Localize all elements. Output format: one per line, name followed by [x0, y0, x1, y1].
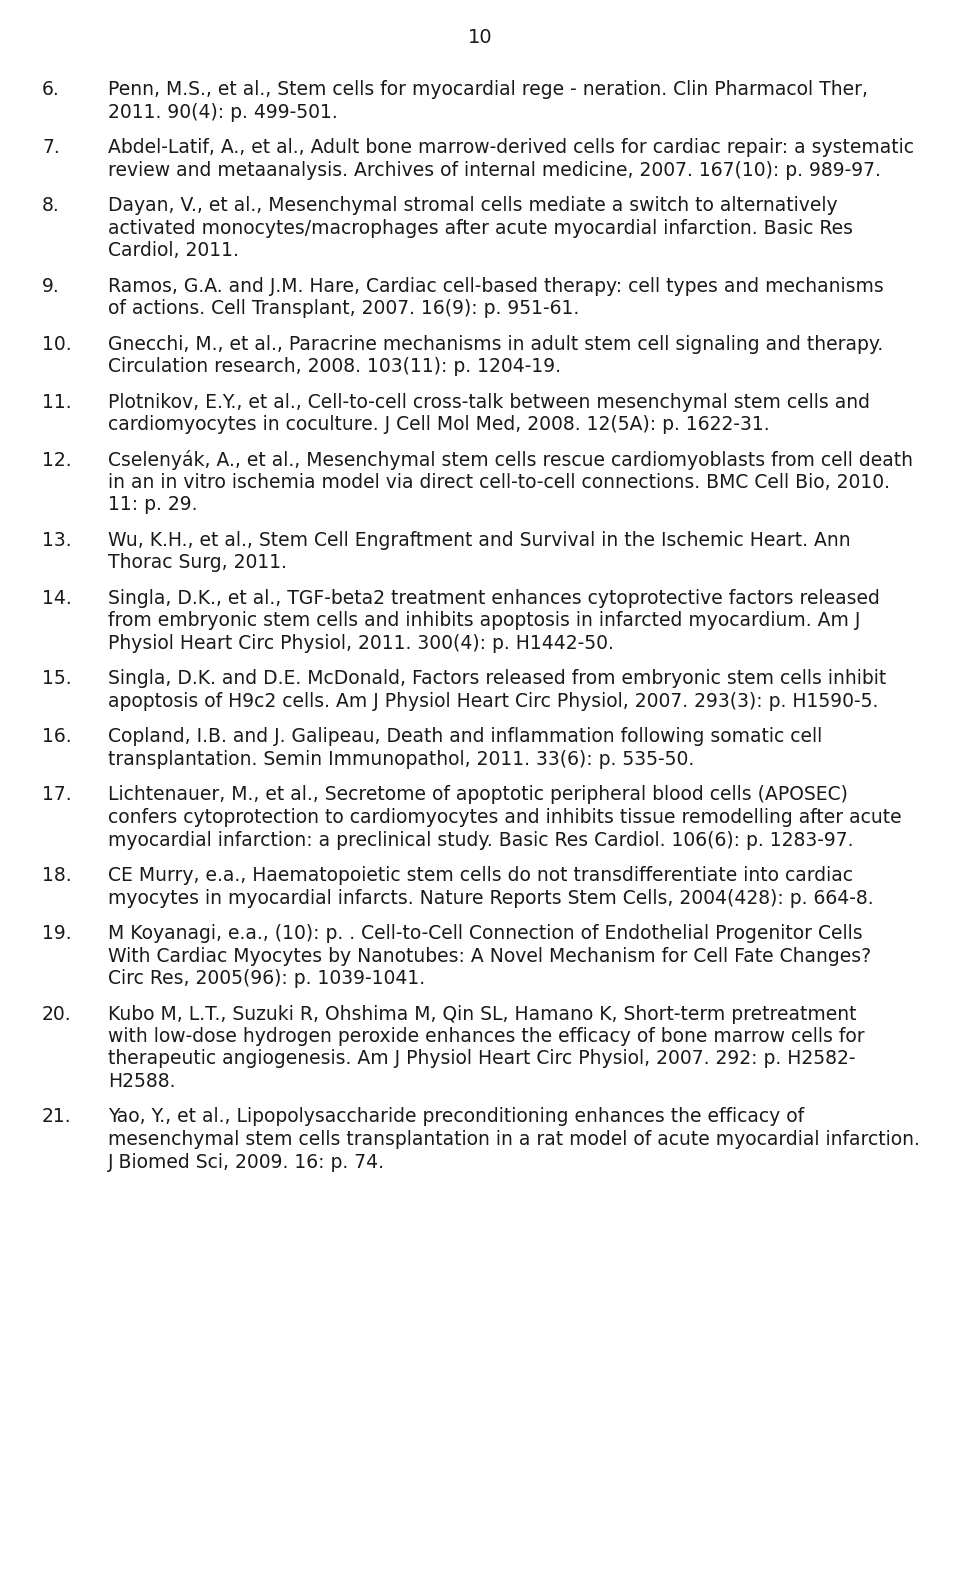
Text: Kubo M, L.T., Suzuki R, Ohshima M, Qin SL, Hamano K, Short-term pretreatment: Kubo M, L.T., Suzuki R, Ohshima M, Qin S…	[108, 1005, 856, 1024]
Text: 8.: 8.	[42, 196, 60, 215]
Text: Cselenyák, A., et al., Mesenchymal stem cells rescue cardiomyoblasts from cell d: Cselenyák, A., et al., Mesenchymal stem …	[108, 450, 913, 471]
Text: with low-dose hydrogen peroxide enhances the efficacy of bone marrow cells for: with low-dose hydrogen peroxide enhances…	[108, 1027, 865, 1046]
Text: J Biomed Sci, 2009. 16: p. 74.: J Biomed Sci, 2009. 16: p. 74.	[108, 1153, 385, 1172]
Text: 2011. 90(4): p. 499-501.: 2011. 90(4): p. 499-501.	[108, 102, 338, 121]
Text: CE Murry, e.a., Haematopoietic stem cells do not transdifferentiate into cardiac: CE Murry, e.a., Haematopoietic stem cell…	[108, 867, 853, 886]
Text: review and metaanalysis. Archives of internal medicine, 2007. 167(10): p. 989-97: review and metaanalysis. Archives of int…	[108, 161, 881, 180]
Text: 11.: 11.	[42, 393, 72, 412]
Text: 12.: 12.	[42, 450, 72, 469]
Text: 15.: 15.	[42, 669, 72, 688]
Text: Penn, M.S., et al., Stem cells for myocardial rege - neration. Clin Pharmacol Th: Penn, M.S., et al., Stem cells for myoca…	[108, 80, 868, 99]
Text: 9.: 9.	[42, 277, 60, 296]
Text: Thorac Surg, 2011.: Thorac Surg, 2011.	[108, 553, 287, 572]
Text: in an in vitro ischemia model via direct cell-to-cell connections. BMC Cell Bio,: in an in vitro ischemia model via direct…	[108, 472, 890, 491]
Text: confers cytoprotection to cardiomyocytes and inhibits tissue remodelling after a: confers cytoprotection to cardiomyocytes…	[108, 808, 901, 827]
Text: 20.: 20.	[42, 1005, 72, 1024]
Text: 11: p. 29.: 11: p. 29.	[108, 496, 198, 515]
Text: Yao, Y., et al., Lipopolysaccharide preconditioning enhances the efficacy of: Yao, Y., et al., Lipopolysaccharide prec…	[108, 1108, 804, 1126]
Text: Ramos, G.A. and J.M. Hare, Cardiac cell-based therapy: cell types and mechanisms: Ramos, G.A. and J.M. Hare, Cardiac cell-…	[108, 277, 884, 296]
Text: Physiol Heart Circ Physiol, 2011. 300(4): p. H1442-50.: Physiol Heart Circ Physiol, 2011. 300(4)…	[108, 634, 613, 653]
Text: Singla, D.K., et al., TGF-beta2 treatment enhances cytoprotective factors releas: Singla, D.K., et al., TGF-beta2 treatmen…	[108, 588, 880, 607]
Text: myocytes in myocardial infarcts. Nature Reports Stem Cells, 2004(428): p. 664-8.: myocytes in myocardial infarcts. Nature …	[108, 889, 874, 908]
Text: Circ Res, 2005(96): p. 1039-1041.: Circ Res, 2005(96): p. 1039-1041.	[108, 968, 425, 987]
Text: 6.: 6.	[42, 80, 60, 99]
Text: Lichtenauer, M., et al., Secretome of apoptotic peripheral blood cells (APOSEC): Lichtenauer, M., et al., Secretome of ap…	[108, 785, 848, 805]
Text: 19.: 19.	[42, 924, 72, 943]
Text: Circulation research, 2008. 103(11): p. 1204-19.: Circulation research, 2008. 103(11): p. …	[108, 358, 561, 375]
Text: activated monocytes/macrophages after acute myocardial infarction. Basic Res: activated monocytes/macrophages after ac…	[108, 218, 853, 237]
Text: myocardial infarction: a preclinical study. Basic Res Cardiol. 106(6): p. 1283-9: myocardial infarction: a preclinical stu…	[108, 830, 853, 849]
Text: Gnecchi, M., et al., Paracrine mechanisms in adult stem cell signaling and thera: Gnecchi, M., et al., Paracrine mechanism…	[108, 334, 883, 353]
Text: Dayan, V., et al., Mesenchymal stromal cells mediate a switch to alternatively: Dayan, V., et al., Mesenchymal stromal c…	[108, 196, 838, 215]
Text: 18.: 18.	[42, 867, 72, 886]
Text: Abdel-Latif, A., et al., Adult bone marrow-derived cells for cardiac repair: a s: Abdel-Latif, A., et al., Adult bone marr…	[108, 138, 914, 157]
Text: 17.: 17.	[42, 785, 72, 805]
Text: 21.: 21.	[42, 1108, 72, 1126]
Text: from embryonic stem cells and inhibits apoptosis in infarcted myocardium. Am J: from embryonic stem cells and inhibits a…	[108, 612, 860, 631]
Text: H2588.: H2588.	[108, 1072, 176, 1091]
Text: transplantation. Semin Immunopathol, 2011. 33(6): p. 535-50.: transplantation. Semin Immunopathol, 201…	[108, 750, 694, 770]
Text: M Koyanagi, e.a., (10): p. . Cell-to-Cell Connection of Endothelial Progenitor C: M Koyanagi, e.a., (10): p. . Cell-to-Cel…	[108, 924, 863, 943]
Text: Copland, I.B. and J. Galipeau, Death and inflammation following somatic cell: Copland, I.B. and J. Galipeau, Death and…	[108, 728, 823, 746]
Text: Cardiol, 2011.: Cardiol, 2011.	[108, 242, 239, 261]
Text: apoptosis of H9c2 cells. Am J Physiol Heart Circ Physiol, 2007. 293(3): p. H1590: apoptosis of H9c2 cells. Am J Physiol He…	[108, 692, 878, 711]
Text: 10: 10	[468, 29, 492, 48]
Text: mesenchymal stem cells transplantation in a rat model of acute myocardial infarc: mesenchymal stem cells transplantation i…	[108, 1130, 920, 1150]
Text: 14.: 14.	[42, 588, 72, 607]
Text: Wu, K.H., et al., Stem Cell Engraftment and Survival in the Ischemic Heart. Ann: Wu, K.H., et al., Stem Cell Engraftment …	[108, 531, 851, 550]
Text: 7.: 7.	[42, 138, 60, 157]
Text: cardiomyocytes in coculture. J Cell Mol Med, 2008. 12(5A): p. 1622-31.: cardiomyocytes in coculture. J Cell Mol …	[108, 415, 770, 434]
Text: 13.: 13.	[42, 531, 72, 550]
Text: With Cardiac Myocytes by Nanotubes: A Novel Mechanism for Cell Fate Changes?: With Cardiac Myocytes by Nanotubes: A No…	[108, 946, 871, 965]
Text: of actions. Cell Transplant, 2007. 16(9): p. 951-61.: of actions. Cell Transplant, 2007. 16(9)…	[108, 299, 579, 318]
Text: Plotnikov, E.Y., et al., Cell-to-cell cross-talk between mesenchymal stem cells : Plotnikov, E.Y., et al., Cell-to-cell cr…	[108, 393, 870, 412]
Text: 16.: 16.	[42, 728, 72, 746]
Text: therapeutic angiogenesis. Am J Physiol Heart Circ Physiol, 2007. 292: p. H2582-: therapeutic angiogenesis. Am J Physiol H…	[108, 1049, 855, 1068]
Text: Singla, D.K. and D.E. McDonald, Factors released from embryonic stem cells inhib: Singla, D.K. and D.E. McDonald, Factors …	[108, 669, 886, 688]
Text: 10.: 10.	[42, 334, 72, 353]
